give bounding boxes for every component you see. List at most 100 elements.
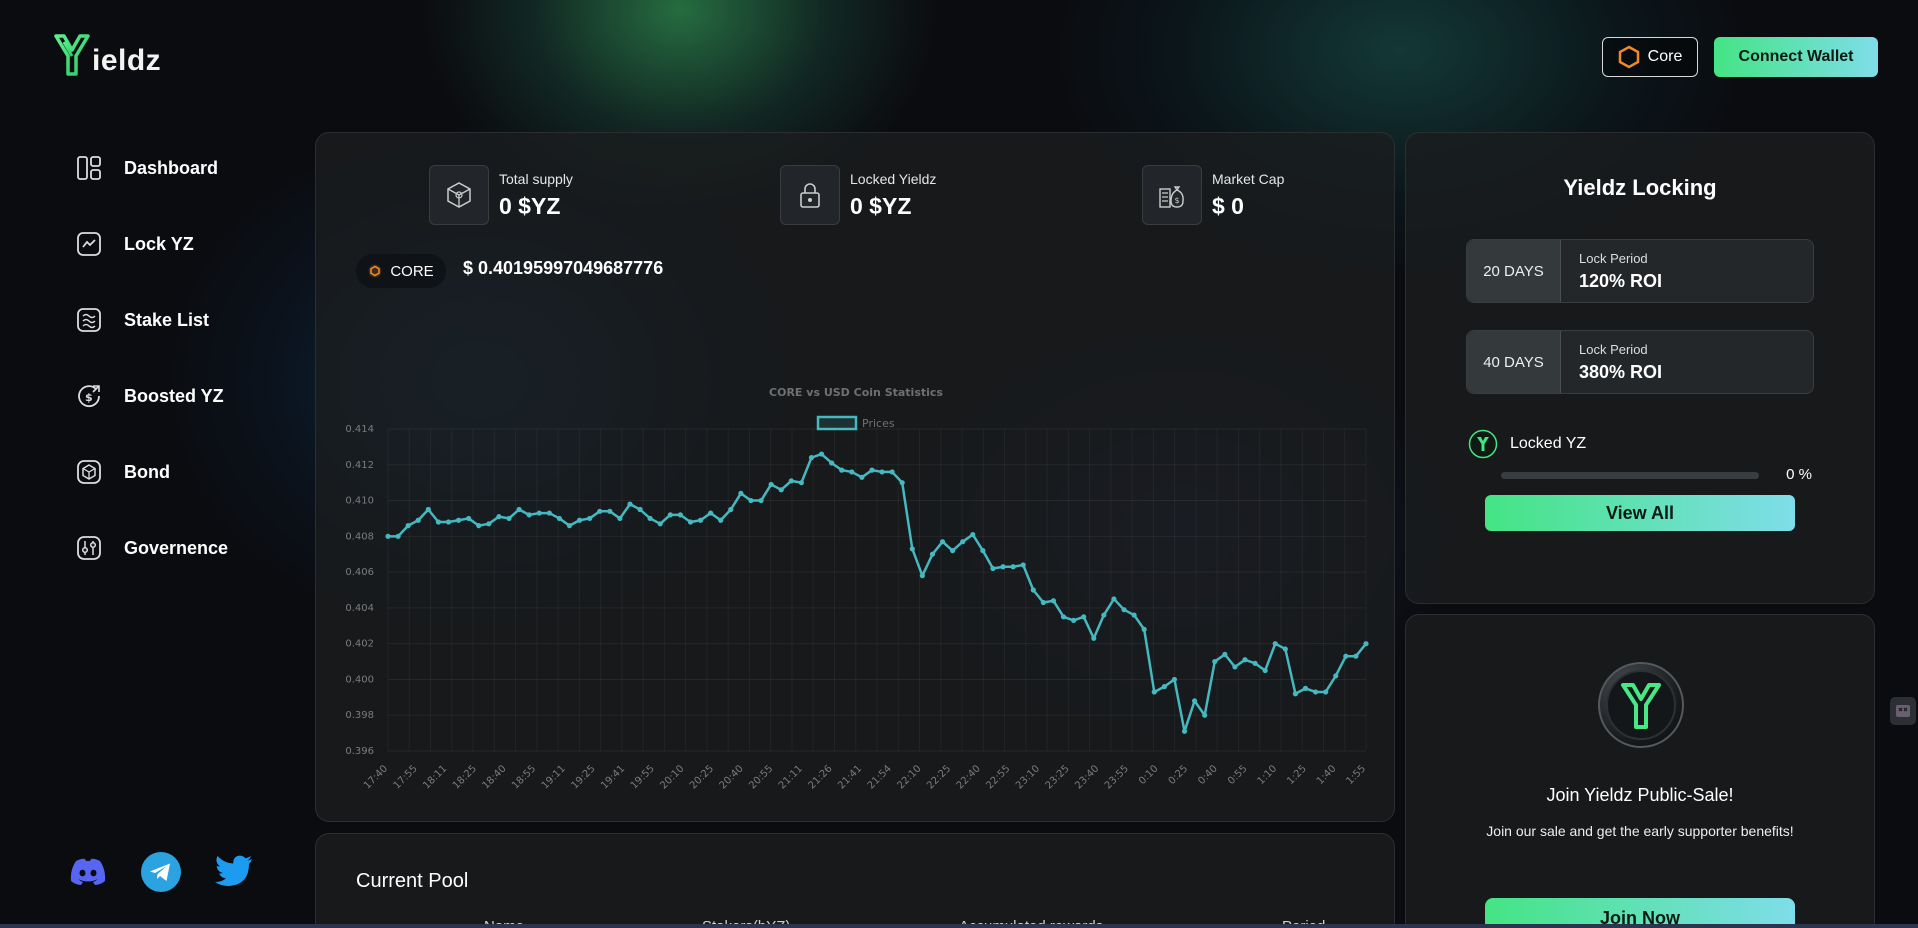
sidebar-item-lock-yz[interactable]: Lock YZ: [76, 206, 228, 282]
x-tick-label: 21:26: [807, 763, 835, 791]
x-tick-label: 19:55: [629, 763, 657, 791]
view-all-button[interactable]: View All: [1485, 495, 1795, 531]
dashboard-icon: [77, 156, 101, 180]
data-point: [697, 517, 704, 523]
sidebar-item-governence[interactable]: Governence: [76, 510, 228, 586]
data-point: [1312, 689, 1319, 695]
data-point: [1222, 651, 1228, 657]
data-point: [950, 548, 956, 554]
lock-option-40-days[interactable]: 40 DAYS Lock Period 380% ROI: [1466, 330, 1814, 394]
sidebar-item-dashboard[interactable]: Dashboard: [76, 130, 228, 206]
x-tick-label: 18:40: [481, 763, 509, 791]
data-point: [869, 467, 875, 473]
data-point: [919, 573, 925, 579]
yieldz-coin-icon: [1598, 662, 1684, 748]
x-tick-label: 0:55: [1226, 763, 1250, 787]
lock-roi: 120% ROI: [1579, 270, 1663, 291]
y-tick-label: 0.406: [345, 567, 374, 578]
sidebar-item-label: Bond: [124, 461, 170, 482]
connect-wallet-button[interactable]: Connect Wallet: [1714, 37, 1878, 77]
social-links: [68, 852, 254, 892]
telegram-link[interactable]: [141, 852, 181, 892]
data-point: [385, 533, 391, 539]
legend-swatch: [816, 415, 858, 431]
x-tick-label: 18:25: [451, 763, 479, 791]
data-point: [637, 506, 643, 513]
data-point: [758, 497, 764, 504]
data-point: [1272, 641, 1278, 647]
locking-title: Yieldz Locking: [1563, 175, 1717, 200]
x-tick-label: 19:25: [569, 763, 597, 791]
data-point: [899, 480, 905, 486]
data-point: [980, 548, 986, 554]
locked-progress-text: 0 %: [1786, 466, 1812, 483]
twitter-icon: [215, 855, 252, 887]
padlock-icon: [780, 165, 840, 225]
data-point: [1363, 641, 1369, 647]
sidebar-item-stake-list[interactable]: Stake List: [76, 282, 228, 358]
lock-option-20-days[interactable]: 20 DAYS Lock Period 120% ROI: [1466, 239, 1814, 303]
sidebar-item-label: Lock YZ: [124, 233, 194, 254]
y-tick-label: 0.404: [345, 603, 374, 614]
data-point: [1161, 684, 1167, 690]
data-point: [476, 523, 482, 529]
y-tick-label: 0.398: [345, 710, 374, 721]
x-tick-label: 1:25: [1285, 763, 1309, 787]
total-supply-stat: Total supply 0 $YZ: [429, 165, 573, 225]
x-tick-label: 23:25: [1044, 763, 1072, 791]
x-tick-label: 21:54: [866, 763, 894, 791]
data-point: [1171, 676, 1178, 683]
y-tick-label: 0.400: [345, 674, 374, 685]
data-point: [556, 515, 563, 522]
network-label: Core: [1647, 48, 1683, 65]
sidebar-item-boosted-yz[interactable]: $ Boosted YZ: [76, 358, 228, 434]
data-point: [708, 510, 714, 516]
core-token-icon: [368, 264, 382, 278]
data-point: [587, 515, 593, 522]
core-price-value: $ 0.40195997049687776: [463, 258, 664, 278]
x-tick-label: 20:10: [658, 763, 686, 791]
x-tick-label: 1:55: [1344, 763, 1368, 787]
data-point: [546, 510, 552, 516]
discord-link[interactable]: [68, 852, 108, 892]
lock-period-label: Lock Period: [1579, 250, 1648, 266]
pool-column-header: Period: [1282, 918, 1326, 928]
x-tick-label: 1:10: [1256, 763, 1280, 787]
data-point: [667, 512, 673, 518]
lock-period-label: Lock Period: [1579, 341, 1648, 357]
lock-days: 20 DAYS: [1467, 240, 1561, 302]
logo[interactable]: ieldz: [54, 34, 161, 76]
data-point: [566, 523, 573, 529]
core-token-pill: CORE: [356, 254, 446, 288]
public-sale-panel: Join Yieldz Public-Sale! Join our sale a…: [1405, 614, 1875, 928]
total-supply-label: Total supply: [499, 170, 573, 187]
join-now-button[interactable]: Join Now: [1485, 898, 1795, 928]
market-cap-label: Market Cap: [1212, 170, 1285, 187]
sidebar-item-label: Governence: [124, 537, 229, 558]
money-bag-icon: $: [1142, 165, 1202, 225]
x-tick-label: 23:55: [1103, 763, 1131, 791]
x-tick-label: 19:11: [540, 763, 568, 791]
pool-column-header: Name: [484, 918, 525, 928]
network-selector-button[interactable]: Core: [1602, 37, 1698, 77]
sidebar-item-bond[interactable]: Bond: [76, 434, 228, 510]
data-point: [788, 478, 794, 484]
data-point: [516, 506, 522, 513]
data-point: [1242, 657, 1248, 663]
governance-icon: [77, 536, 101, 560]
data-point: [1252, 660, 1258, 666]
data-point: [1181, 728, 1188, 734]
pool-column-header: Stakers(bYZ): [702, 918, 791, 928]
floating-widget-icon[interactable]: [1890, 697, 1916, 725]
legend-label: Prices: [862, 417, 895, 430]
x-tick-label: 20:40: [718, 763, 746, 791]
data-point: [657, 521, 663, 527]
twitter-link[interactable]: [214, 852, 254, 892]
data-point: [576, 517, 583, 523]
data-point: [1000, 564, 1006, 570]
x-tick-label: 22:10: [895, 763, 923, 791]
locked-yieldz-label: Locked Yieldz: [850, 170, 937, 187]
data-point: [395, 533, 401, 539]
locked-yieldz-value: 0 $YZ: [850, 192, 912, 219]
data-point: [425, 506, 431, 513]
